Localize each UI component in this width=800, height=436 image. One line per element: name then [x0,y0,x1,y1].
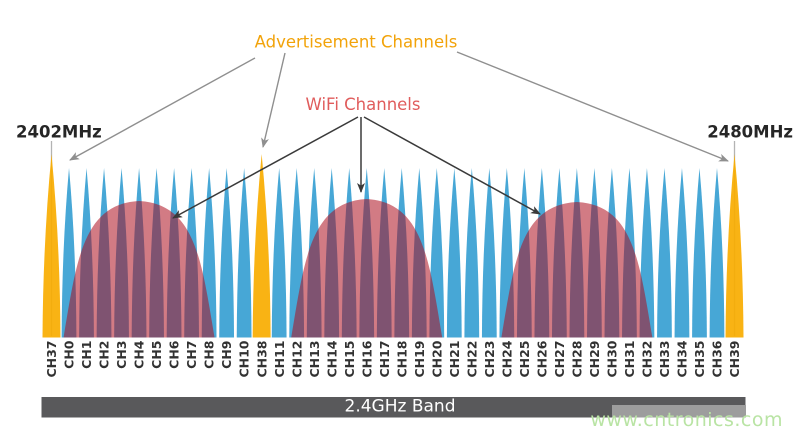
channel-label-CH0: CH0 [62,340,77,369]
channel-label-CH36: CH36 [710,340,725,377]
data-channel-spike-CH11 [271,168,287,338]
channel-label-CH9: CH9 [219,341,234,369]
channel-label-CH31: CH31 [622,341,637,378]
wifi-arrow-3 [363,116,541,215]
data-channel-spike-CH34 [674,168,690,338]
channel-label-CH5: CH5 [149,341,164,369]
channel-label-CH19: CH19 [412,341,427,378]
channel-label-CH38: CH38 [254,341,269,378]
channel-label-CH35: CH35 [692,341,707,378]
data-channel-spike-CH36 [709,168,725,338]
channel-label-CH8: CH8 [202,341,217,369]
channel-label-CH25: CH25 [517,341,532,378]
data-channel-spike-CH35 [692,168,707,338]
channel-label-CH10: CH10 [237,340,252,377]
wifi-channels-title: WiFi Channels [306,95,421,114]
channel-label-CH18: CH18 [394,341,409,378]
channel-label-CH33: CH33 [657,341,672,378]
advertisement-arrow-3 [456,51,729,162]
data-channel-spike-CH22 [464,168,480,338]
channel-label-CH34: CH34 [675,340,690,377]
advertisement-arrow-2 [261,52,286,148]
channel-label-CH11: CH11 [272,341,287,378]
channel-label-CH22: CH22 [464,341,479,378]
channel-label-CH37: CH37 [44,341,59,378]
data-channel-spike-CH10 [236,168,252,338]
channel-label-CH16: CH16 [359,340,374,377]
wifi-arrow-1 [172,116,359,219]
channel-label-CH30: CH30 [605,340,620,377]
channel-label-CH27: CH27 [552,341,567,378]
channel-label-CH1: CH1 [79,341,94,369]
watermark-link[interactable]: www.cntronics.com [590,409,783,431]
channel-label-CH12: CH12 [289,341,304,378]
data-channel-spike-CH33 [657,168,672,338]
channel-label-CH29: CH29 [587,341,602,378]
channel-label-CH32: CH32 [640,341,655,378]
advertisement-channel-spike-CH38 [252,154,271,338]
channel-label-CH4: CH4 [132,340,147,369]
channel-label-CH28: CH28 [569,341,584,378]
advertisement-channel-spike-CH37 [42,154,61,338]
band-bar-highlight [612,405,746,418]
channel-label-CH6: CH6 [167,340,182,369]
channel-label-CH15: CH15 [342,341,357,378]
channel-labels: CH37 CH0 CH1 CH2 CH3 CH4 CH5 CH6 CH7 CH8 CH9 CH10 CH… [44,340,742,377]
channel-label-CH20: CH20 [429,340,444,377]
data-channel-spike-CH23 [481,168,497,338]
channel-label-CH7: CH7 [184,341,199,369]
channel-label-CH21: CH21 [447,341,462,378]
wifi-channel-dome-CH4 [63,201,215,338]
data-channel-spike-CH9 [219,168,235,338]
channel-label-CH23: CH23 [482,341,497,378]
advertisement-channel-spike-CH39 [725,154,744,338]
annotation-arrows [69,51,729,219]
channel-label-CH2: CH2 [97,341,112,369]
wifi-channel-dome-CH16 [291,199,443,338]
wifi-domes [63,199,653,338]
advertisement-channels-title: Advertisement Channels [255,33,458,52]
freq-start-label: 2402MHz [16,123,102,142]
channel-label-CH24: CH24 [499,340,514,377]
channel-label-CH13: CH13 [307,341,322,378]
freq-end-label: 2480MHz [707,123,793,142]
band-bar [41,397,746,418]
channel-label-CH26: CH26 [534,340,549,377]
channel-label-CH39: CH39 [727,341,742,378]
data-channel-spike-CH21 [446,168,462,338]
advertisement-arrow-1 [69,57,256,161]
channel-label-CH17: CH17 [377,341,392,378]
wifi-channel-dome-CH28 [501,202,653,338]
band-label: 2.4GHz Band [345,397,456,417]
channel-label-CH3: CH3 [114,341,129,369]
channel-label-CH14: CH14 [324,340,339,377]
